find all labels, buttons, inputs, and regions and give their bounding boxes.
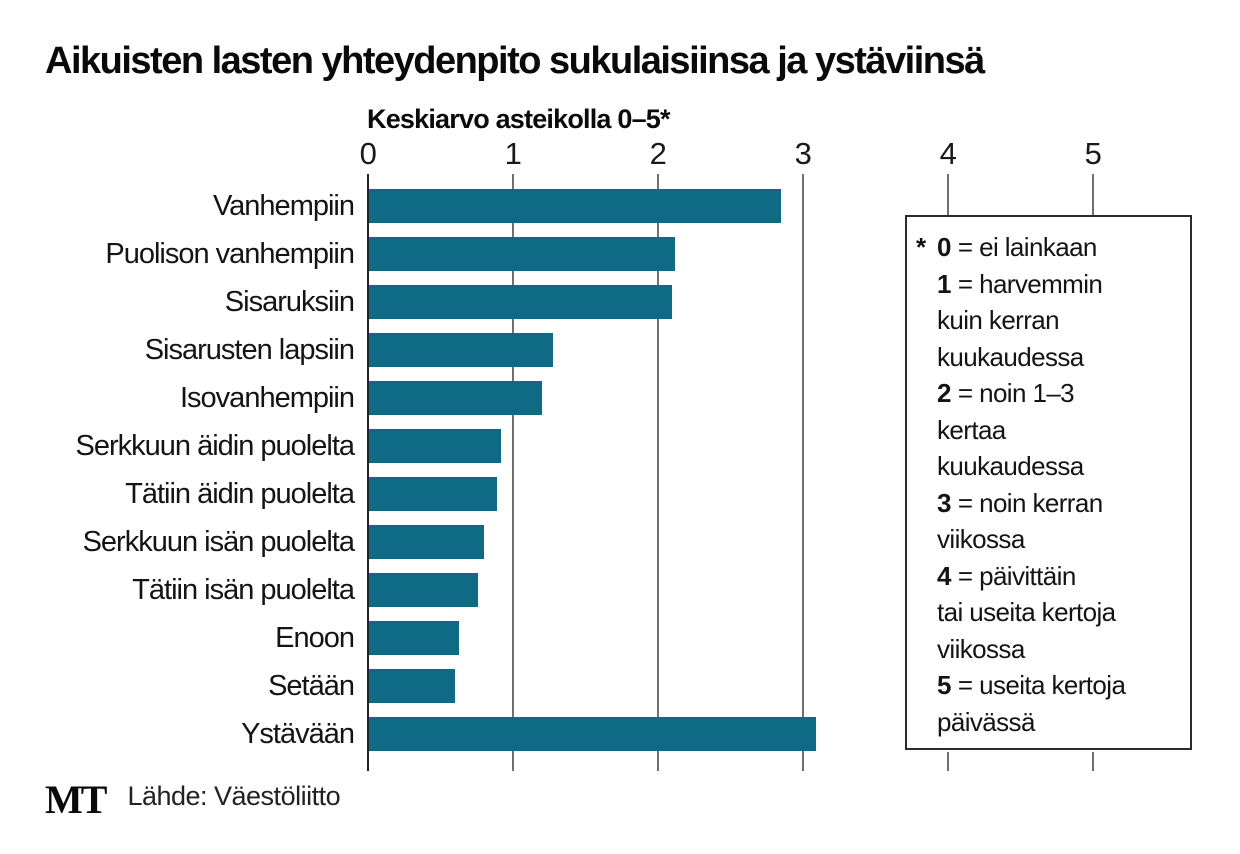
legend-entry-4: 4 = päivittäin tai useita kertoja viikoss… <box>907 558 1190 668</box>
legend-line: 2 = noin 1–3 <box>937 378 1075 408</box>
legend-line: 3 = noin kerran <box>937 487 1103 518</box>
gridline <box>802 174 804 771</box>
x-axis-tick-label: 0 <box>359 136 377 171</box>
axis-title: Keskiarvo asteikolla 0–5* <box>367 104 671 134</box>
x-axis-tick-label: 1 <box>504 136 522 171</box>
gridline <box>947 174 949 215</box>
gridline <box>947 752 949 771</box>
legend-line: 5 = useita kertoja <box>937 670 1126 700</box>
category-label: Vanhempiin <box>212 190 355 222</box>
category-label: Ystävään <box>241 718 355 750</box>
footnote-asterisk: * <box>916 232 927 262</box>
legend-line: 4 = päivittäin <box>937 560 1076 591</box>
legend-line: viikossa <box>937 524 1025 554</box>
x-axis-tick-label: 3 <box>794 136 812 171</box>
bar <box>369 717 816 751</box>
legend-line: kuin kerran <box>937 305 1060 335</box>
bar <box>369 669 455 703</box>
bar <box>369 189 781 223</box>
mt-logo: MT <box>45 777 107 822</box>
bar <box>369 477 497 511</box>
category-label: Serkkuun äidin puolelta <box>75 430 355 462</box>
footer: MT Lähde: Väestöliitto <box>45 776 341 822</box>
category-label: Tätiin äidin puolelta <box>125 478 355 510</box>
source-text: Lähde: Väestöliitto <box>127 781 341 811</box>
category-label: Sisarusten lapsiin <box>144 334 355 366</box>
bar <box>369 285 672 319</box>
bar <box>369 381 542 415</box>
legend-line: kuukaudessa <box>937 451 1084 481</box>
legend-line: tai useita kertoja <box>937 597 1116 627</box>
gridline <box>1092 752 1094 771</box>
category-label: Puolison vanhempiin <box>105 238 355 270</box>
gridline <box>1092 174 1094 215</box>
x-axis-tick-label: 2 <box>649 136 667 171</box>
bar <box>369 621 459 655</box>
bar <box>369 429 501 463</box>
gridline <box>657 174 659 771</box>
legend-entry-3: 3 = noin kerran viikossa <box>907 485 1190 558</box>
chart-title: Aikuisten lasten yhteydenpito sukulaisii… <box>45 40 985 82</box>
legend-line: päivässä <box>937 706 1035 737</box>
x-axis-tick-label: 4 <box>939 136 957 171</box>
category-label: Enoon <box>275 622 355 654</box>
axis-baseline <box>367 174 369 771</box>
legend-entry-0: * 0 = ei lainkaan <box>907 229 1190 266</box>
scale-legend-box: * 0 = ei lainkaan 1 = harvemmin kuin kerra… <box>905 215 1192 750</box>
x-axis-tick-label: 5 <box>1084 136 1102 171</box>
legend-entry-5: 5 = useita kertoja päivässä <box>907 667 1190 740</box>
legend-entry-2: 2 = noin 1–3 kertaa kuukaudessa <box>907 375 1190 485</box>
legend-line: kuukaudessa <box>937 341 1084 372</box>
gridline <box>512 174 514 771</box>
category-label: Isovanhempiin <box>180 382 355 414</box>
bar <box>369 333 553 367</box>
legend-line: 1 = harvemmin <box>937 268 1103 299</box>
category-label: Setään <box>268 670 355 702</box>
legend-line: viikossa <box>937 633 1025 664</box>
bar <box>369 237 675 271</box>
legend-line: 0 = ei lainkaan <box>937 232 1097 262</box>
legend-line: kertaa <box>937 414 1006 445</box>
legend-entry-1: 1 = harvemmin kuin kerran kuukaudessa <box>907 266 1190 376</box>
category-label: Tätiin isän puolelta <box>132 574 355 606</box>
bar <box>369 525 484 559</box>
category-label: Serkkuun isän puolelta <box>82 526 355 558</box>
bar <box>369 573 478 607</box>
category-label: Sisaruksiin <box>224 286 355 318</box>
